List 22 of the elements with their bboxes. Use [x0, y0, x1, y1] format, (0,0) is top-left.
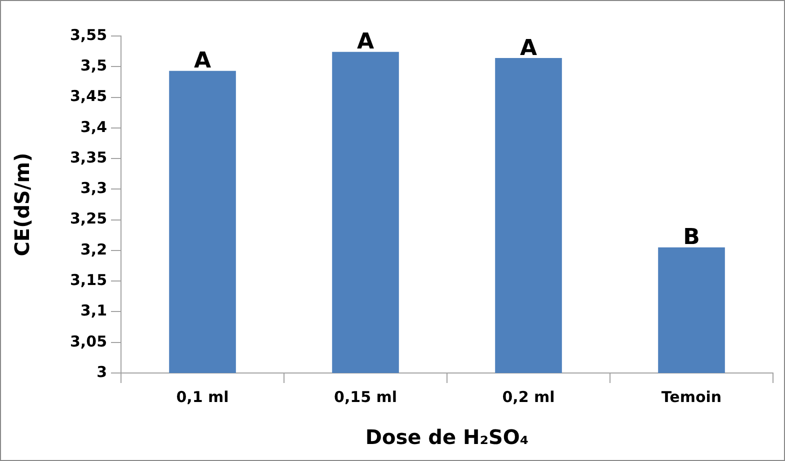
- annotation: A: [520, 36, 538, 61]
- y-tick-label: 3,2: [80, 240, 108, 258]
- y-tick-label: 3,4: [80, 118, 108, 136]
- y-tick-label: 3,3: [80, 179, 108, 198]
- x-tick-label: 0,15 ml: [334, 388, 398, 406]
- y-tick-label: 3,1: [80, 302, 108, 320]
- y-tick-label: 3,45: [70, 87, 108, 106]
- x-tick-label: 0,2 ml: [502, 388, 555, 406]
- x-axis-title: Dose de H₂SO₄: [365, 425, 529, 450]
- y-axis-title: CE(dS/m): [10, 152, 34, 256]
- y-tick-label: 3,05: [70, 332, 108, 350]
- annotation: A: [356, 30, 374, 55]
- x-tick-label: 0,1 ml: [176, 388, 229, 406]
- annotation: B: [683, 225, 700, 250]
- y-tick-label: 3,35: [70, 148, 108, 166]
- y-tick-label: 3,25: [70, 210, 108, 228]
- y-tick-label: 3: [96, 362, 108, 381]
- y-tick-label: 3,5: [80, 56, 108, 75]
- x-tick-label: Temoin: [661, 388, 722, 406]
- annotation: A: [194, 48, 212, 74]
- y-tick-label: 3,55: [70, 26, 108, 44]
- y-tick-label: 3,15: [70, 270, 108, 289]
